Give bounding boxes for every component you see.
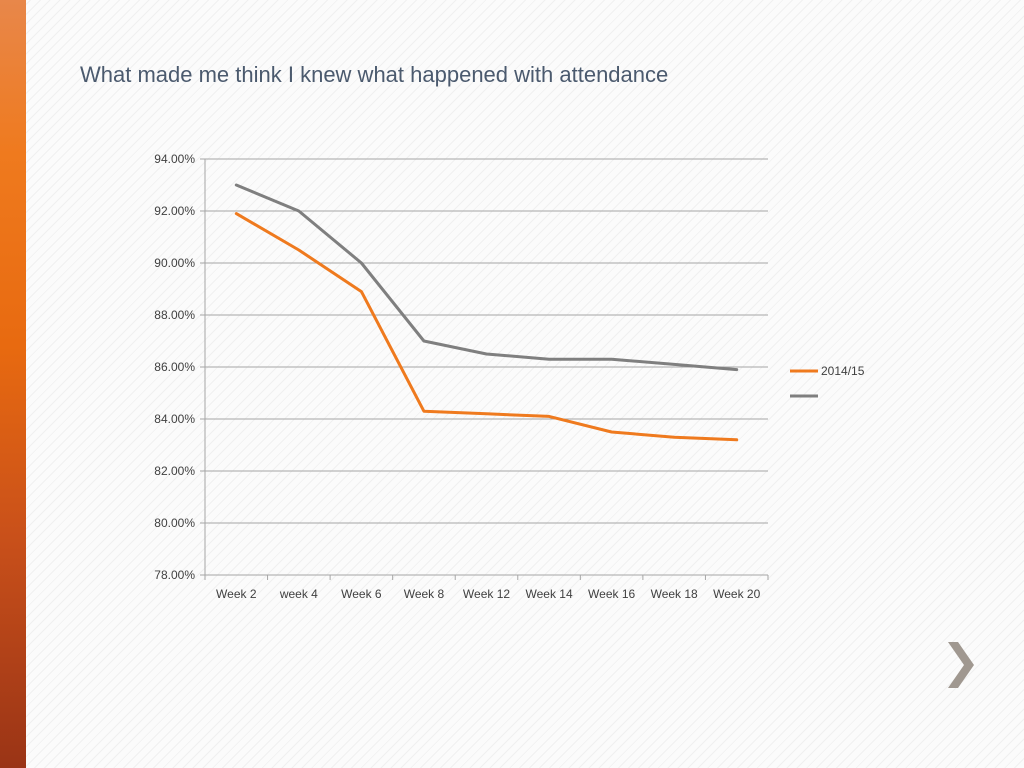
y-tick-label: 92.00% [154,204,195,218]
chevron-right-icon[interactable] [946,640,976,690]
x-tick-label: Week 18 [651,587,698,601]
y-tick-labels: 94.00% 92.00% 90.00% 88.00% 86.00% 84.00% 82.0… [154,152,195,582]
y-tick-label: 90.00% [154,256,195,270]
y-tick-label: 78.00% [154,568,195,582]
x-tick-label: week 4 [279,587,318,601]
y-tick-label: 84.00% [154,412,195,426]
y-tick-label: 94.00% [154,152,195,166]
x-tick-label: Week 14 [525,587,572,601]
x-tick-label: Week 8 [404,587,445,601]
slide-title: What made me think I knew what happened … [80,62,669,87]
legend-label: 2014/15 [821,364,865,378]
x-tick-label: Week 12 [463,587,510,601]
x-tick-label: Week 20 [713,587,760,601]
y-tick-label: 86.00% [154,360,195,374]
y-tick-label: 80.00% [154,516,195,530]
y-tick-label: 82.00% [154,464,195,478]
x-tick-label: Week 6 [341,587,382,601]
series-lines [234,183,739,442]
series-line-2 [234,183,739,372]
accent-side-bar [0,0,26,768]
chevron-right-shape [948,642,974,688]
y-tick-label: 88.00% [154,308,195,322]
gridlines [205,158,768,576]
x-tick-label: Week 16 [588,587,635,601]
series-line-1 [234,212,739,442]
x-tick-label: Week 2 [216,587,257,601]
x-tick-labels: Week 2 week 4 Week 6 Week 8 Week 12 Week 14 We… [216,587,761,601]
axes [200,158,769,580]
legend: 2014/15 [790,364,865,398]
